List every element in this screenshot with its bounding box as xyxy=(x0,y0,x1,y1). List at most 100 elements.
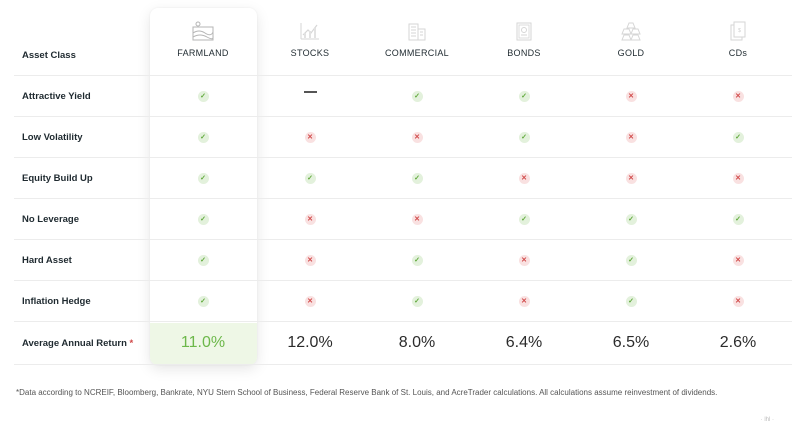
table-row: Inflation Hedge ✓ ✕ ✓ ✕ ✓ ✕ xyxy=(14,281,792,322)
check-icon: ✓ xyxy=(411,91,423,102)
row-cell: ✓ xyxy=(367,296,467,307)
return-value: 6.4% xyxy=(505,334,543,351)
row-cell: ✓ xyxy=(367,173,467,184)
check-icon: ✓ xyxy=(518,132,530,143)
cross-icon: ✕ xyxy=(625,173,637,184)
row-divider xyxy=(14,239,792,240)
row-label: Inflation Hedge xyxy=(22,296,91,307)
return-value: 2.6% xyxy=(719,334,757,351)
return-value: 6.5% xyxy=(612,334,650,351)
row-cell: ✓ xyxy=(153,255,253,266)
row-cell: ✓ xyxy=(153,91,253,102)
row-cell: ✓ xyxy=(688,132,788,143)
return-cell: 6.5% xyxy=(581,334,681,352)
cross-icon: ✕ xyxy=(411,132,423,143)
row-cell: ✕ xyxy=(367,214,467,225)
cross-icon: ✕ xyxy=(732,255,744,266)
row-cell xyxy=(260,91,360,93)
row-cell: ✓ xyxy=(688,214,788,225)
column-header-label: COMMERCIAL xyxy=(384,48,449,58)
check-icon: ✓ xyxy=(411,255,423,266)
return-value: 11.0% xyxy=(180,334,226,351)
row-cell: ✕ xyxy=(688,91,788,102)
return-value: 12.0% xyxy=(287,334,333,351)
row-cell: ✕ xyxy=(474,173,574,184)
column-header-label: FARMLAND xyxy=(177,48,229,58)
return-row-label: Average Annual Return * xyxy=(22,338,133,349)
row-cell: ✕ xyxy=(474,255,574,266)
row-divider xyxy=(14,364,792,365)
check-icon: ✓ xyxy=(518,91,530,102)
check-icon: ✓ xyxy=(625,255,637,266)
row-cell: ✓ xyxy=(153,296,253,307)
check-icon: ✓ xyxy=(625,214,637,225)
row-cell: ✓ xyxy=(581,214,681,225)
column-header-label: STOCKS xyxy=(290,48,330,58)
check-icon: ✓ xyxy=(518,214,530,225)
cross-icon: ✕ xyxy=(518,296,530,307)
row-cell: ✕ xyxy=(581,91,681,102)
return-cell: 12.0% xyxy=(260,334,360,352)
return-cell: 8.0% xyxy=(367,334,467,352)
column-header-cds: $ CDs xyxy=(688,20,788,58)
cross-icon: ✕ xyxy=(304,296,316,307)
check-icon: ✓ xyxy=(732,214,744,225)
check-icon: ✓ xyxy=(197,91,209,102)
row-cell: ✕ xyxy=(581,132,681,143)
row-cell: ✕ xyxy=(260,296,360,307)
row-cell: ✕ xyxy=(260,132,360,143)
row-cell: ✓ xyxy=(474,214,574,225)
check-icon: ✓ xyxy=(197,214,209,225)
row-divider xyxy=(14,280,792,281)
row-cell: ✕ xyxy=(688,255,788,266)
row-cell: ✕ xyxy=(474,296,574,307)
row-cell: ✓ xyxy=(581,255,681,266)
row-cell: ✓ xyxy=(153,173,253,184)
row-divider xyxy=(14,321,792,322)
cross-icon: ✕ xyxy=(304,255,316,266)
check-icon: ✓ xyxy=(625,296,637,307)
cross-icon: ✕ xyxy=(732,296,744,307)
cross-icon: ✕ xyxy=(732,173,744,184)
cross-icon: ✕ xyxy=(625,91,637,102)
row-cell: ✕ xyxy=(688,173,788,184)
column-header-farmland: FARMLAND xyxy=(153,20,253,58)
row-cell: ✓ xyxy=(153,214,253,225)
column-header-bonds: BONDS xyxy=(474,20,574,58)
cross-icon: ✕ xyxy=(518,173,530,184)
cross-icon: ✕ xyxy=(304,214,316,225)
building-icon xyxy=(405,20,429,42)
svg-text:$: $ xyxy=(738,28,741,34)
farm-icon xyxy=(191,20,215,42)
table-row: Low Volatility ✓ ✕ ✕ ✓ ✕ ✓ xyxy=(14,117,792,158)
row-cell: ✓ xyxy=(474,91,574,102)
table-row: Attractive Yield ✓ ✓ ✓ ✕ ✕ xyxy=(14,76,792,117)
return-cell: 11.0% xyxy=(153,334,253,352)
column-header-gold: GOLD xyxy=(581,20,681,58)
row-divider xyxy=(14,116,792,117)
header-label-asset-class: Asset Class xyxy=(22,50,76,61)
return-row: Average Annual Return * 11.0% 12.0% 8.0% 6.4… xyxy=(14,323,792,365)
gold-bars-icon xyxy=(619,20,643,42)
header-row: Asset Class FARMLAND STOCKS COMMERCIAL BONDS… xyxy=(14,21,792,76)
check-icon: ✓ xyxy=(732,132,744,143)
check-icon: ✓ xyxy=(197,173,209,184)
row-cell: ✕ xyxy=(688,296,788,307)
row-cell: ✓ xyxy=(474,132,574,143)
check-icon: ✓ xyxy=(304,173,316,184)
table-row: No Leverage ✓ ✕ ✕ ✓ ✓ ✓ xyxy=(14,199,792,240)
row-cell: ✓ xyxy=(581,296,681,307)
row-label: Attractive Yield xyxy=(22,91,91,102)
row-label: Equity Build Up xyxy=(22,173,93,184)
return-label-text: Average Annual Return xyxy=(22,338,130,349)
column-header-label: BONDS xyxy=(507,48,541,58)
column-header-label: GOLD xyxy=(617,48,645,58)
row-label: Low Volatility xyxy=(22,132,83,143)
dash-icon xyxy=(303,91,317,93)
check-icon: ✓ xyxy=(411,296,423,307)
column-header-stocks: STOCKS xyxy=(260,20,360,58)
cross-icon: ✕ xyxy=(411,214,423,225)
return-value: 8.0% xyxy=(398,334,436,351)
row-divider xyxy=(14,198,792,199)
return-label-asterisk: * xyxy=(129,338,134,349)
